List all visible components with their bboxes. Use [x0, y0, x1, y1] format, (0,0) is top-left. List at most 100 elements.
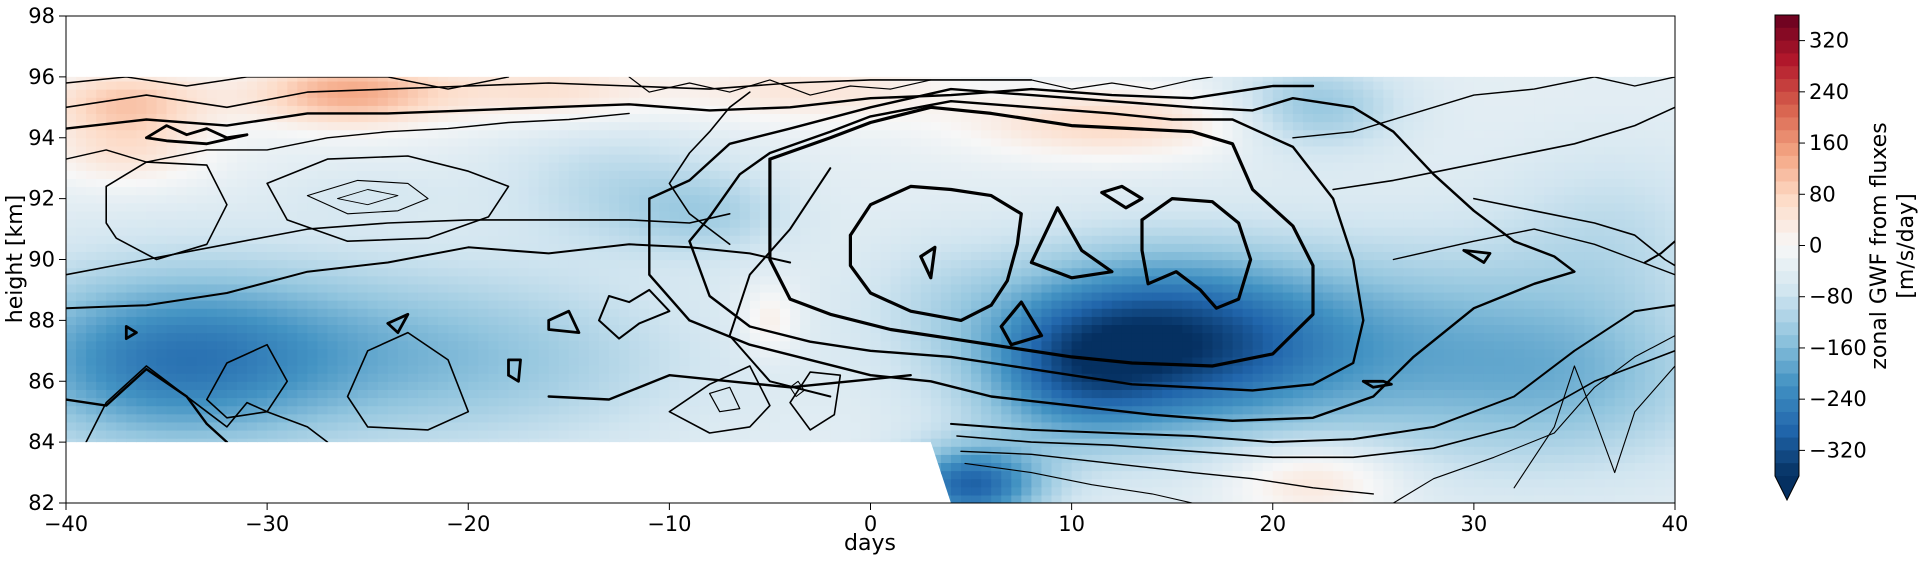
heatmap-cell — [950, 462, 962, 472]
heatmap-cell — [1594, 348, 1606, 358]
heatmap-cell — [1202, 332, 1214, 342]
heatmap-cell — [1041, 316, 1053, 326]
heatmap-cell — [1252, 356, 1264, 366]
heatmap-cell — [1554, 251, 1565, 261]
heatmap-cell — [548, 283, 560, 293]
heatmap-cell — [779, 356, 791, 366]
heatmap-cell — [1554, 365, 1565, 374]
heatmap-cell — [106, 332, 117, 342]
heatmap-cell — [126, 413, 137, 423]
heatmap-cell — [488, 259, 500, 269]
heatmap-cell — [619, 340, 630, 350]
heatmap-cell — [940, 389, 952, 399]
heatmap-cell — [1383, 365, 1395, 374]
heatmap-cell — [126, 389, 137, 399]
heatmap-cell — [1152, 373, 1163, 382]
heatmap-cell — [156, 324, 168, 334]
heatmap-cell — [981, 283, 992, 293]
heatmap-cell — [598, 300, 610, 309]
heatmap-cell — [1061, 324, 1073, 334]
heatmap-cell — [166, 251, 178, 261]
heatmap-cell — [1514, 421, 1525, 431]
heatmap-cell — [1654, 462, 1666, 472]
heatmap-cell — [1433, 340, 1445, 350]
heatmap-cell — [1162, 389, 1173, 399]
heatmap-cell — [216, 340, 228, 350]
heatmap-cell — [1192, 316, 1203, 326]
heatmap-cell — [186, 324, 198, 334]
heatmap-cell — [1514, 429, 1525, 439]
heatmap-cell — [387, 413, 399, 423]
heatmap-cell — [840, 259, 851, 269]
heatmap-cell — [337, 348, 349, 358]
heatmap-cell — [1433, 494, 1445, 503]
heatmap-cell — [498, 316, 510, 326]
heatmap-cell — [1071, 316, 1083, 326]
heatmap-cell — [558, 356, 570, 366]
heatmap-cell — [206, 365, 218, 374]
heatmap-cell — [76, 373, 87, 382]
heatmap-cell — [568, 389, 580, 399]
heatmap-cell — [1081, 356, 1093, 366]
heatmap-cell — [407, 300, 419, 309]
heatmap-cell — [619, 283, 630, 293]
heatmap-cell — [1584, 373, 1596, 382]
heatmap-cell — [940, 324, 952, 334]
heatmap-cell — [920, 421, 932, 431]
heatmap-cell — [1383, 494, 1395, 503]
heatmap-cell — [1654, 275, 1666, 285]
heatmap-cell — [337, 340, 349, 350]
heatmap-cell — [991, 316, 1002, 326]
heatmap-cell — [578, 283, 590, 293]
heatmap-cell — [1232, 300, 1244, 309]
heatmap-cell — [991, 267, 1002, 277]
heatmap-cell — [327, 267, 339, 277]
heatmap-cell — [1423, 438, 1435, 447]
heatmap-cell — [1473, 381, 1485, 390]
heatmap-cell — [1071, 348, 1083, 358]
heatmap-cell — [86, 429, 97, 439]
heatmap-cell — [1091, 291, 1103, 301]
heatmap-cell — [1604, 340, 1616, 350]
heatmap-cell — [1302, 308, 1314, 317]
heatmap-cell — [1081, 275, 1093, 285]
heatmap-cell — [598, 308, 610, 317]
heatmap-cell — [779, 340, 791, 350]
heatmap-cell — [961, 470, 972, 480]
heatmap-cell — [961, 283, 972, 293]
heatmap-cell — [1554, 389, 1565, 399]
heatmap-cell — [961, 300, 972, 309]
heatmap-cell — [528, 421, 540, 431]
heatmap-cell — [1644, 356, 1656, 366]
heatmap-cell — [769, 251, 781, 261]
heatmap-cell — [558, 373, 570, 382]
heatmap-cell — [1292, 259, 1304, 269]
heatmap-cell — [1232, 308, 1244, 317]
heatmap-cell — [1001, 405, 1012, 415]
heatmap-cell — [458, 348, 469, 358]
heatmap-cell — [1182, 373, 1193, 382]
heatmap-cell — [357, 340, 369, 350]
heatmap-cell — [1664, 291, 1675, 301]
heatmap-cell — [186, 413, 198, 423]
heatmap-cell — [1604, 494, 1616, 503]
heatmap-cell — [709, 389, 721, 399]
heatmap-cell — [206, 381, 218, 390]
heatmap-cell — [971, 462, 982, 472]
heatmap-cell — [116, 283, 127, 293]
heatmap-cell — [287, 259, 298, 269]
heatmap-cell — [1614, 308, 1626, 317]
heatmap-cell — [1031, 486, 1043, 496]
heatmap-cell — [1544, 438, 1555, 447]
heatmap-cell — [1292, 446, 1304, 455]
heatmap-cell — [1363, 300, 1374, 309]
heatmap-cell — [277, 356, 288, 366]
heatmap-cell — [1333, 283, 1344, 293]
heatmap-cell — [1162, 470, 1173, 480]
heatmap-cell — [367, 275, 379, 285]
heatmap-cell — [961, 365, 972, 374]
heatmap-cell — [659, 251, 670, 261]
heatmap-cell — [1534, 300, 1545, 309]
heatmap-cell — [236, 324, 248, 334]
heatmap-cell — [1021, 267, 1032, 277]
